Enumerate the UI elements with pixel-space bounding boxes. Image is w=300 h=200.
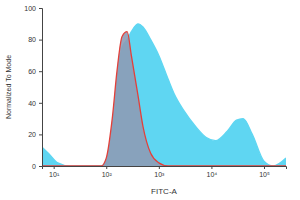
y-tick: 100 — [24, 5, 42, 12]
x-tick: 10⁵ — [259, 166, 270, 178]
y-tick-mark — [39, 40, 42, 41]
x-tick-mark — [54, 166, 55, 169]
series-line — [42, 24, 286, 166]
y-tick-label: 80 — [28, 36, 36, 43]
y-tick: 20 — [28, 131, 42, 138]
x-tick-label: 10⁴ — [207, 171, 218, 178]
x-axis-line — [43, 167, 287, 170]
plot: 10¹ 10² 10³ 10⁴ 10⁵ 0 20 40 60 80 100 — [24, 5, 286, 178]
y-tick-mark — [39, 166, 42, 167]
y-tick-label: 60 — [28, 68, 36, 75]
series-area — [42, 24, 286, 166]
y-axis-title: Normalized To Mode — [5, 55, 12, 119]
series-area — [42, 32, 286, 166]
y-tick-mark — [39, 71, 42, 72]
x-axis: 10¹ 10² 10³ 10⁴ 10⁵ — [43, 166, 287, 178]
y-tick-mark — [39, 134, 42, 135]
marks — [42, 24, 286, 166]
x-tick-mark — [264, 166, 265, 169]
y-axis-line — [39, 9, 43, 167]
y-tick-mark — [39, 8, 42, 9]
x-tick-mark — [211, 166, 212, 169]
x-tick: 10⁴ — [207, 166, 218, 178]
x-axis-title: FITC-A — [151, 187, 177, 196]
x-tick: 10² — [102, 166, 113, 178]
x-tick-label: 10³ — [154, 171, 165, 178]
y-tick: 80 — [28, 36, 42, 43]
chart: 10¹ 10² 10³ 10⁴ 10⁵ 0 20 40 60 80 100 FITC-A Normali… — [0, 0, 300, 200]
y-tick-mark — [39, 103, 42, 104]
y-tick: 60 — [28, 68, 42, 75]
x-tick: 10¹ — [49, 166, 60, 178]
y-tick-label: 100 — [24, 5, 36, 12]
y-tick-label: 40 — [28, 100, 36, 107]
x-tick-label: 10² — [102, 171, 113, 178]
y-tick: 40 — [28, 100, 42, 107]
x-tick-label: 10⁵ — [259, 171, 270, 178]
y-tick-label: 20 — [28, 131, 36, 138]
x-tick-mark — [106, 166, 107, 169]
x-tick-label: 10¹ — [49, 171, 60, 178]
series-line — [42, 32, 286, 166]
y-axis: 0 20 40 60 80 100 — [24, 5, 42, 170]
x-tick-mark — [159, 166, 160, 169]
x-tick: 10³ — [154, 166, 165, 178]
y-tick: 0 — [32, 163, 42, 170]
y-tick-label: 0 — [32, 163, 36, 170]
